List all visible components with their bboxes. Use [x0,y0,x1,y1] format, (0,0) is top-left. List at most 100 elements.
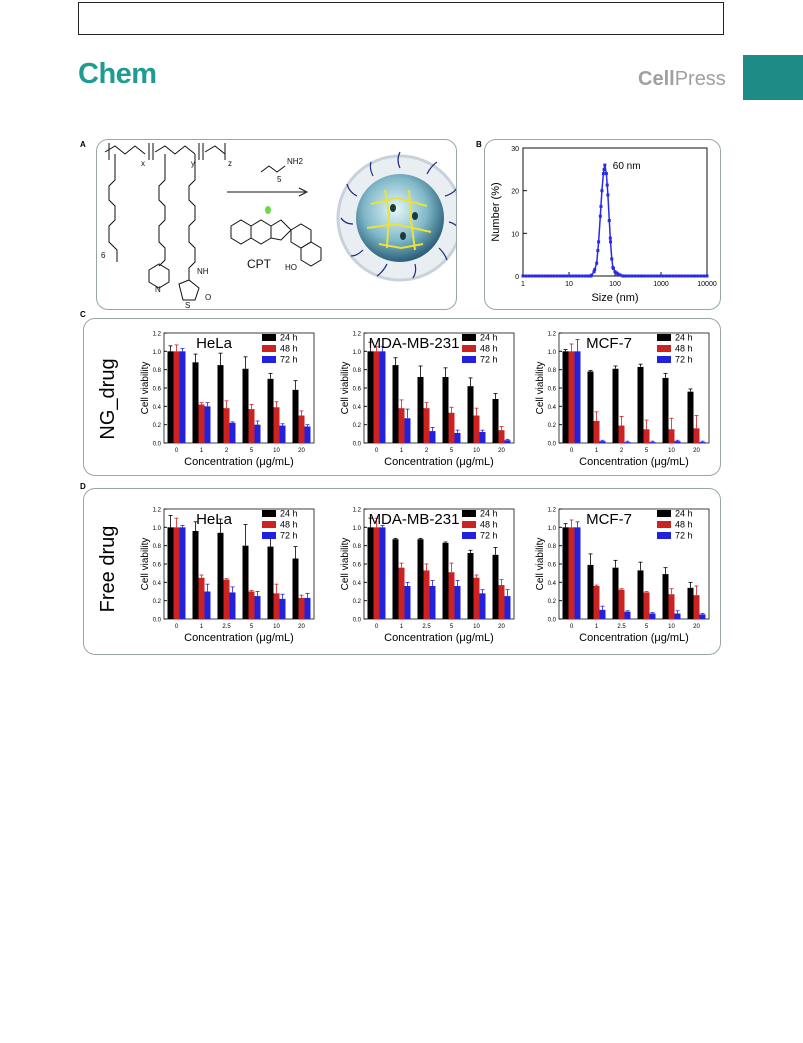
legend-label: 24 h [480,333,498,343]
bar [267,378,274,443]
data-point [693,274,697,278]
y-tick-label: 1.0 [353,526,362,532]
data-point [621,274,625,278]
bar [687,391,694,443]
data-point [609,240,613,244]
data-point [521,274,525,278]
bar [179,527,186,619]
legend-swatch [657,521,671,528]
y-tick-label: 0.0 [353,442,362,448]
data-point [680,274,684,278]
cpt-ring-1 [230,219,252,245]
legend-label: 24 h [675,333,693,343]
data-point [555,274,559,278]
data-point [616,272,620,276]
y-tick-label: 0.2 [548,423,557,429]
y-tick-label: 0.4 [153,581,162,587]
panel-b-frame: 1 10 100 1000 10000 0 10 20 30 Size (nm) Number (%… [484,139,721,310]
y-tick-label: 1.2 [153,332,162,338]
y-tick-label: 0.2 [153,599,162,605]
backbone-segment-z [204,145,226,155]
bar [668,594,675,619]
legend-swatch [657,345,671,352]
bar [242,545,249,619]
data-point [643,274,647,278]
bar [279,598,286,619]
backbone-segment-x [104,145,146,155]
bar [587,564,594,619]
legend-label: 24 h [280,509,298,519]
bar [467,553,474,619]
bar [229,422,236,443]
data-point [598,214,602,218]
data-point [686,274,690,278]
data-point [577,274,581,278]
drug-droplet-icon [265,206,271,214]
data-point [533,274,537,278]
y-tick-label: 0.8 [548,368,557,374]
legend-swatch [262,532,276,539]
x-tick-label: 10 [273,624,280,630]
size-distribution-chart: 1 10 100 1000 10000 0 10 20 30 Size (nm) Number (%… [490,146,717,304]
encapsulated-drug-dots [390,204,418,240]
data-point [606,193,610,197]
data-point [604,172,608,176]
data-point [699,274,703,278]
y-tick-label: 0.8 [353,544,362,550]
y-tick-label: 0.8 [548,544,557,550]
bar [223,408,230,443]
panel-label-a: A [80,140,86,149]
bar [624,442,631,443]
x-tick-label: 0 [375,624,379,630]
bar [279,425,286,443]
x-tick-label: 1 [400,624,404,630]
legend-swatch [262,356,276,363]
y-axis-label: Number (%) [490,182,502,241]
chart-title: MDA-MB-231 [369,335,460,352]
bar [392,365,399,443]
y-tick-label: 0.6 [353,387,362,393]
bar [379,351,386,443]
x-tick-label: 20 [498,448,505,454]
data-point [574,274,578,278]
data-point [613,270,617,274]
bar [668,429,675,443]
amine-reagent: NH2 [287,157,304,166]
bar [643,592,650,619]
subscript-z: z [228,159,232,168]
data-point [603,163,607,167]
legend-label: 24 h [280,333,298,343]
y-tick-label: 0.6 [153,387,162,393]
y-axis-label: Cell viability [535,362,546,415]
y-tick-label: 0.8 [353,368,362,374]
y-tick-label: 1.2 [153,508,162,514]
bar [398,408,405,443]
bar [693,595,700,619]
data-point [552,274,556,278]
bar [498,430,505,443]
y-axis-label: Cell viability [340,538,351,591]
y-tick-label: 0.6 [353,563,362,569]
data-point [600,189,604,193]
x-tick-label: 5 [250,624,254,630]
oligo-count: 6 [101,251,106,260]
x-tick-label: 0 [175,448,179,454]
data-point [649,274,653,278]
bar [473,415,480,443]
x-axis-label: Concentration (μg/mL) [579,456,689,468]
x-tick-label: 0 [375,448,379,454]
chart-d-mcf7: 0.0 0.2 0.4 0.6 0.8 1.0 1.2 0 1 2.5 5 10 20 Concentra… [535,508,710,644]
bar [204,591,211,619]
amide-side-chain [188,154,196,280]
panel-d-frame: Free drug 0.0 0.2 0.4 0.6 0.8 1.0 1.2 0 1 2.5 5 10 2… [83,488,721,655]
bar [423,408,430,443]
bar [498,585,505,619]
legend-swatch [262,521,276,528]
bar [198,404,205,443]
x-tick-label: 2.5 [617,624,626,630]
legend-label: 48 h [280,520,298,530]
bar [492,554,499,619]
bar [223,579,230,619]
panel-label-c: C [80,310,86,319]
data-point [683,274,687,278]
